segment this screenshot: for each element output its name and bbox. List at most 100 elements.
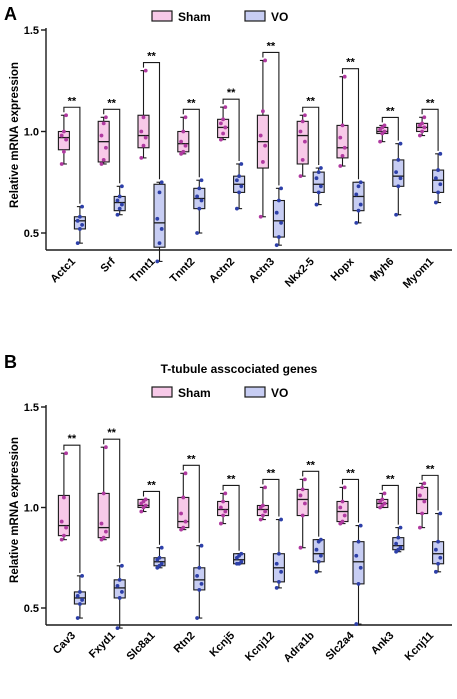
data-point-sham [342, 145, 347, 150]
data-point-sham [223, 105, 228, 110]
data-point-sham [99, 133, 104, 138]
category-label: Nkx2-5 [283, 256, 317, 290]
significance-label: ** [267, 40, 276, 52]
data-point-sham [221, 131, 226, 136]
data-point-sham [101, 491, 106, 496]
data-point-vo [436, 539, 440, 544]
category-group-srf: ** Srf [97, 97, 126, 275]
data-point-vo [155, 259, 160, 264]
legend-swatch-sham [151, 10, 173, 22]
data-point-sham [338, 164, 343, 168]
data-point-vo [195, 616, 200, 620]
data-point-sham [263, 58, 267, 63]
significance-label: ** [386, 105, 395, 117]
data-point-vo [197, 565, 202, 570]
box-sham [296, 488, 309, 517]
data-point-sham [422, 499, 427, 504]
legend: Sham VO [151, 10, 288, 24]
data-point-sham [181, 525, 186, 530]
data-point-sham [418, 525, 422, 530]
data-point-sham [263, 485, 267, 490]
category-group-kcnj11: ** Kcnj11 [403, 463, 445, 663]
data-point-vo [358, 523, 363, 528]
data-point-vo [120, 202, 124, 207]
data-point-vo [78, 214, 82, 219]
category-group-myh6: ** Myh6 [368, 105, 405, 284]
data-point-vo [319, 166, 323, 170]
data-point-sham [183, 115, 188, 120]
data-point-sham [382, 123, 387, 128]
data-point-vo [115, 583, 120, 588]
data-point-vo [235, 178, 239, 183]
significance-label: ** [107, 427, 116, 439]
data-point-vo [117, 194, 122, 199]
data-point-sham [340, 153, 345, 158]
data-point-sham [382, 501, 387, 506]
significance-bracket [421, 474, 439, 511]
data-point-sham [183, 471, 188, 476]
data-point-sham [179, 511, 184, 516]
data-point-vo [239, 559, 244, 564]
data-point-sham [223, 125, 228, 130]
significance-bracket [142, 490, 161, 545]
panel-a: A Sham VO 0.5 1.0 1.5 Relative mRNA expression… [4, 4, 452, 291]
data-point-sham [261, 109, 265, 114]
category-group-actn2: ** Actn2 [207, 87, 246, 286]
data-point-vo [120, 184, 124, 189]
data-point-vo [354, 553, 359, 558]
data-point-vo [316, 190, 321, 195]
data-point-vo [155, 216, 160, 221]
significance-bracket [182, 464, 200, 543]
box-sham [336, 124, 349, 159]
data-point-sham [183, 519, 188, 524]
data-point-sham [141, 143, 146, 148]
data-point-vo [279, 186, 283, 191]
data-point-sham [101, 535, 106, 540]
data-point-sham [380, 497, 385, 502]
significance-bracket [341, 68, 360, 180]
panel-b: B T-tubule asscociated genes Sham VO 0.5 1.0 1… [4, 352, 452, 665]
data-point-sham [219, 137, 223, 142]
panel-letter: A [4, 4, 17, 24]
data-point-vo [237, 174, 242, 179]
data-point-sham [101, 158, 106, 162]
category-label: Actn2 [207, 256, 237, 286]
significance-bracket [142, 62, 161, 180]
data-point-vo [277, 551, 281, 556]
data-point-vo [434, 200, 438, 205]
data-point-sham [258, 517, 263, 522]
data-point-vo [394, 541, 398, 546]
data-point-vo [314, 176, 319, 181]
significance-label: ** [107, 97, 116, 109]
box-sham [57, 494, 70, 537]
data-point-vo [438, 511, 443, 516]
data-point-sham [141, 115, 146, 120]
legend-swatch-sham [151, 386, 173, 398]
data-point-vo [319, 553, 323, 558]
significance-label: ** [426, 463, 435, 475]
significance-label: ** [147, 479, 156, 491]
data-point-vo [274, 210, 279, 215]
data-point-vo [274, 586, 279, 590]
data-point-vo [396, 184, 401, 189]
data-point-sham [420, 511, 424, 516]
data-point-vo [434, 547, 438, 552]
data-point-vo [398, 525, 403, 530]
data-point-vo [438, 151, 443, 156]
data-point-vo [159, 561, 164, 566]
data-point-sham [418, 133, 422, 138]
significance-label: ** [68, 95, 77, 107]
data-point-vo [279, 517, 283, 522]
box-sham [416, 486, 429, 515]
significance-label: ** [227, 473, 236, 485]
data-point-sham [181, 149, 186, 154]
data-point-sham [418, 493, 422, 498]
data-point-vo [354, 192, 359, 197]
box-sham [296, 120, 309, 165]
data-point-vo [199, 198, 204, 203]
legend-label-vo: VO [271, 10, 288, 24]
data-point-sham [263, 143, 267, 148]
data-point-sham [183, 143, 188, 148]
category-group-tnnt2: ** Tnnt2 [168, 97, 206, 285]
